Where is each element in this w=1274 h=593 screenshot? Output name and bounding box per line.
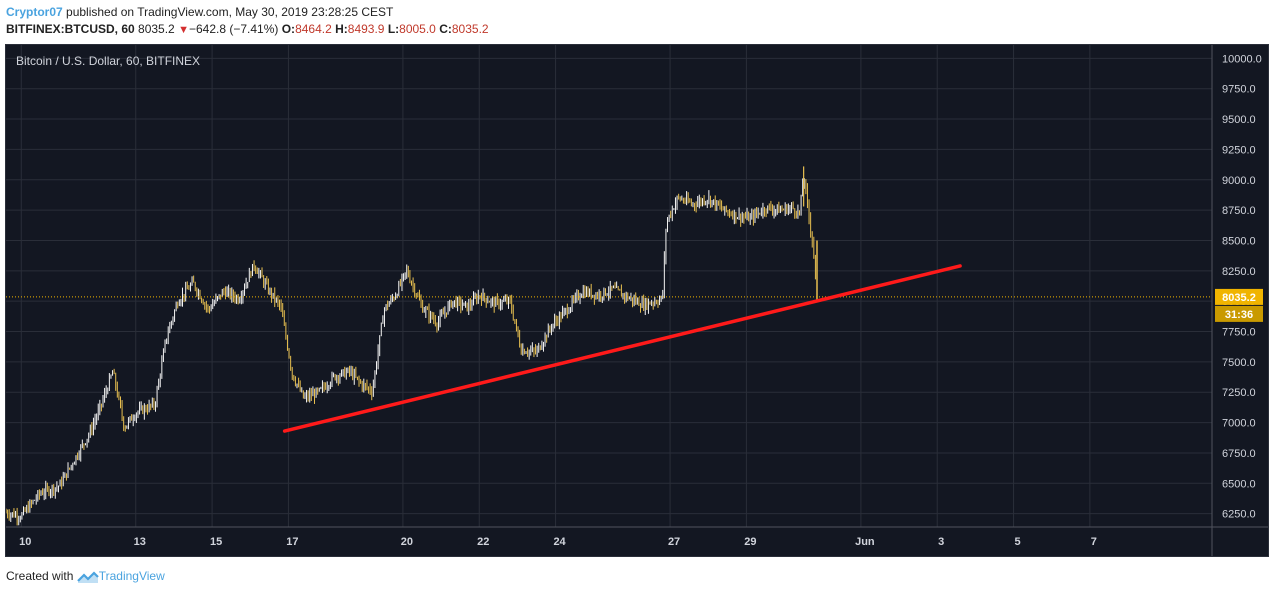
- last-price-value: 8035.2: [138, 22, 175, 36]
- candles: [6, 166, 818, 526]
- x-tick-label: Jun: [855, 536, 875, 548]
- x-tick-label: 27: [668, 536, 680, 548]
- symbol-label: BITFINEX:BTCUSD, 60: [6, 22, 135, 36]
- x-tick-label: 17: [286, 536, 298, 548]
- y-tick-label: 8250.0: [1222, 266, 1256, 278]
- tradingview-link[interactable]: TradingView: [98, 569, 165, 583]
- y-tick-label: 7500.0: [1222, 357, 1256, 369]
- x-tick-label: 13: [134, 536, 146, 548]
- author-link[interactable]: Cryptor07: [6, 5, 63, 19]
- price-chart[interactable]: Bitcoin / U.S. Dollar, 60, BITFINEX 1000…: [6, 45, 1268, 556]
- low-label: L:: [387, 22, 400, 36]
- y-tick-label: 7000.0: [1222, 418, 1256, 430]
- open-value: 8464.2: [295, 22, 332, 36]
- close-value: 8035.2: [451, 22, 489, 36]
- high-label: H:: [335, 22, 348, 36]
- tradingview-logo-icon: [76, 571, 99, 583]
- y-tick-label: 6500.0: [1222, 478, 1256, 490]
- y-tick-label: 7750.0: [1222, 327, 1256, 339]
- time-axis[interactable]: 10 13 15 17 20 22 24 27 29 Jun 3 5 7: [6, 526, 1268, 548]
- high-value: 8493.9: [347, 22, 385, 36]
- publish-info: Cryptor07 published on TradingView.com, …: [6, 4, 1268, 21]
- x-tick-label: 7: [1091, 536, 1097, 548]
- y-tick-label: 9250.0: [1222, 144, 1256, 156]
- close-label: C:: [439, 22, 452, 36]
- trendline[interactable]: [282, 264, 962, 433]
- y-tick-label: 10000.0: [1222, 53, 1262, 65]
- publish-header: Cryptor07 published on TradingView.com, …: [6, 4, 1268, 38]
- y-tick-label: 9750.0: [1222, 84, 1256, 96]
- x-tick-label: 24: [553, 536, 566, 548]
- down-triangle-icon: ▼: [178, 24, 189, 36]
- countdown-text: 31:36: [1225, 309, 1253, 321]
- created-with-label: Created with: [6, 569, 74, 583]
- last-price-tag-text: 8035.2: [1222, 292, 1256, 304]
- x-tick-label: 5: [1014, 536, 1020, 548]
- change-value: −642.8 (−7.41%): [188, 22, 279, 36]
- x-tick-label: 22: [477, 536, 489, 548]
- y-tick-label: 8750.0: [1222, 205, 1256, 217]
- x-tick-label: 10: [19, 536, 31, 548]
- x-tick-label: 3: [938, 536, 944, 548]
- countdown-tag: [1215, 305, 1263, 322]
- low-value: 8005.0: [399, 22, 436, 36]
- published-text: published on TradingView.com, May 30, 20…: [62, 5, 394, 19]
- x-tick-label: 29: [744, 536, 756, 548]
- grid-lines: [6, 45, 1212, 527]
- x-tick-label: 20: [401, 536, 413, 548]
- y-tick-label: 6750.0: [1222, 448, 1256, 460]
- footer: Created with TradingView: [6, 567, 165, 585]
- price-tags: 8035.2 31:36: [1215, 288, 1263, 322]
- y-tick-label: 9000.0: [1222, 175, 1256, 187]
- y-tick-label: 9500.0: [1222, 114, 1256, 126]
- x-tick-label: 15: [210, 536, 222, 548]
- last-price-tag: [1215, 288, 1263, 305]
- y-tick-label: 6250.0: [1222, 509, 1256, 521]
- open-label: O:: [281, 22, 296, 36]
- y-tick-label: 8500.0: [1222, 235, 1256, 247]
- chart-panel[interactable]: Bitcoin / U.S. Dollar, 60, BITFINEX 1000…: [5, 44, 1269, 557]
- price-axis[interactable]: 10000.0 9750.0 9500.0 9250.0 9000.0 8750.0 850…: [1211, 45, 1262, 556]
- chart-title: Bitcoin / U.S. Dollar, 60, BITFINEX: [16, 54, 200, 68]
- y-tick-label: 7250.0: [1222, 387, 1256, 399]
- ohlc-line: BITFINEX:BTCUSD, 60 8035.2 ▼−642.8 (−7.4…: [6, 21, 1268, 38]
